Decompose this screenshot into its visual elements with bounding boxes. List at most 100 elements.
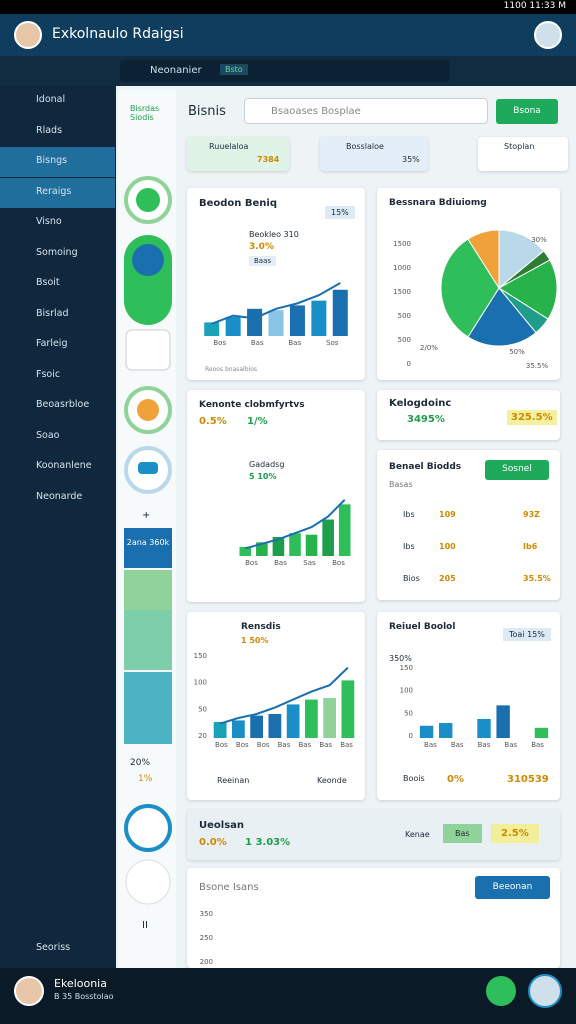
bar [225,316,241,336]
card: Rensdis 1 50% Reeinan Keonde 150 100 50 20 B… [187,612,365,800]
y-tick-label: 100 [400,687,413,695]
bar [338,504,351,556]
stat: 1 3.03% [245,837,291,848]
sidebar: Seoriss Idonal Rlads Bisngs Reraigs Visno Som… [0,86,116,968]
tag: Bsto [220,64,248,75]
bar [304,699,318,738]
time: 1100 11:33 M [503,1,566,11]
call[interactable] [486,976,516,1006]
toolbar: Neonanier Bsto [0,56,576,86]
trend-line [219,666,349,725]
y-tick-label: 1500 [393,240,411,248]
sidebar-item[interactable]: Beoasrbloe [36,399,90,410]
y-tick-label: 150 [194,652,207,660]
bar [289,533,301,556]
bar [332,289,348,336]
y-tick-label: 50 [198,705,207,713]
bar [204,322,220,336]
sidebar-item[interactable]: Neonarde [36,490,83,502]
pie-chart: 1500 1000 1500 500 500 0 30% 2/0% 50%35.5% [393,229,558,370]
x-tick-label: Sos [326,339,339,347]
profile[interactable] [528,974,562,1008]
footer: Reoos bnasalbios [205,366,257,373]
subtitle: Basas [389,480,413,489]
bar [250,715,264,738]
sidebar-item[interactable]: Farleig [36,338,68,349]
label: Kenae [405,830,430,839]
card: Beodon Beniq 15% Beokleo 310 3.0% Baas R… [187,188,365,380]
x-tick-label: Bos [213,339,226,347]
app-title: Exkolnaulo Rdaigsi [52,26,184,42]
bar [213,722,227,738]
avatar[interactable] [14,976,44,1006]
footer: 0% [447,774,464,785]
bar [231,720,245,738]
chip[interactable]: Ruuelaloa 7384 [187,137,289,171]
sidebar-item[interactable]: Koonanlene [36,460,92,471]
button[interactable]: Beeonan [475,876,550,899]
sidebar-footer[interactable]: Seoriss [36,942,71,953]
stat: 0.0% [199,837,227,848]
main-button[interactable]: Bsona [496,99,558,124]
row-cell: 35.5% [523,574,551,583]
x-tick-label: Bas [504,741,517,749]
bar [322,519,334,556]
rail-plus[interactable]: + [142,510,151,521]
card-title: Bsone Isans [199,882,259,893]
chip: Bas [443,824,482,843]
bar [286,704,300,738]
sidebar-item[interactable]: Somoing [36,246,78,258]
rail-stat2: 1% [138,774,153,784]
row-cell: 205 [439,574,456,583]
bar [289,305,305,336]
sidebar-item[interactable]: Bsoit [36,277,60,288]
y-tick-label: 0 [407,360,411,368]
chip-value: 7384 [257,155,280,164]
y-tick-label: 100 [194,679,207,687]
chip[interactable]: Stoplan [478,137,568,171]
button[interactable]: Sosnel [485,460,549,480]
bar [268,714,282,738]
x-tick-label: Bas [288,339,301,347]
bar [305,534,318,556]
chip[interactable]: Bosslaloe 35% [320,137,428,171]
bar [477,718,491,738]
status-bar: 1100 11:33 M [0,0,576,14]
card-title: Kenonte clobmfyrtvs [199,400,305,410]
card: Benael Biodds Sosnel Basas Ibs 109 93Z Ibs 1… [377,450,560,600]
chip-label: Stoplan [504,142,535,151]
pie-label: 50% [509,348,525,356]
rail-card: 2ana 360k [126,538,170,547]
y-tick-label: 500 [398,336,411,344]
card-title: Kelogdoinc [389,398,452,409]
sidebar-item[interactable]: Bisngs [0,147,115,177]
search[interactable]: Neonanier Bsto [120,60,450,82]
sidebar-item[interactable]: Visno [36,216,62,227]
sidebar-item[interactable]: Bisrlad [36,307,69,319]
rail: + 2ana 360k 20% 1% II [118,90,176,968]
search-text: Neonanier [150,65,202,76]
x-tick-label: Bas [478,741,491,749]
row-cell: 93Z [523,510,540,519]
profile[interactable] [534,21,562,49]
bar [534,727,549,738]
sidebar-item[interactable]: Fsoic [36,368,61,380]
bottom-name: Ekeloonia [54,977,107,990]
pct: 5 10% [249,472,277,481]
sidebar-item[interactable]: Rlads [36,124,63,136]
bar [256,542,268,556]
sidebar-item[interactable]: Idonal [36,94,66,105]
tag: Baas [249,256,277,266]
name: Gadadsg [249,460,285,469]
avatar[interactable] [14,21,42,49]
row-cell: 100 [439,542,456,551]
main-search[interactable]: Bsaoases Bosplae [244,98,488,124]
sidebar-item[interactable]: Soao [36,429,60,441]
footer: Reeinan [217,776,250,785]
x-tick-label: Bas [298,741,311,749]
footer: Keonde [317,776,347,785]
x-tick-label: Sas [303,559,316,567]
row-cell: Ibs [403,542,415,551]
sidebar-item[interactable]: Reraigs [0,177,115,208]
pie-slice [498,229,545,290]
